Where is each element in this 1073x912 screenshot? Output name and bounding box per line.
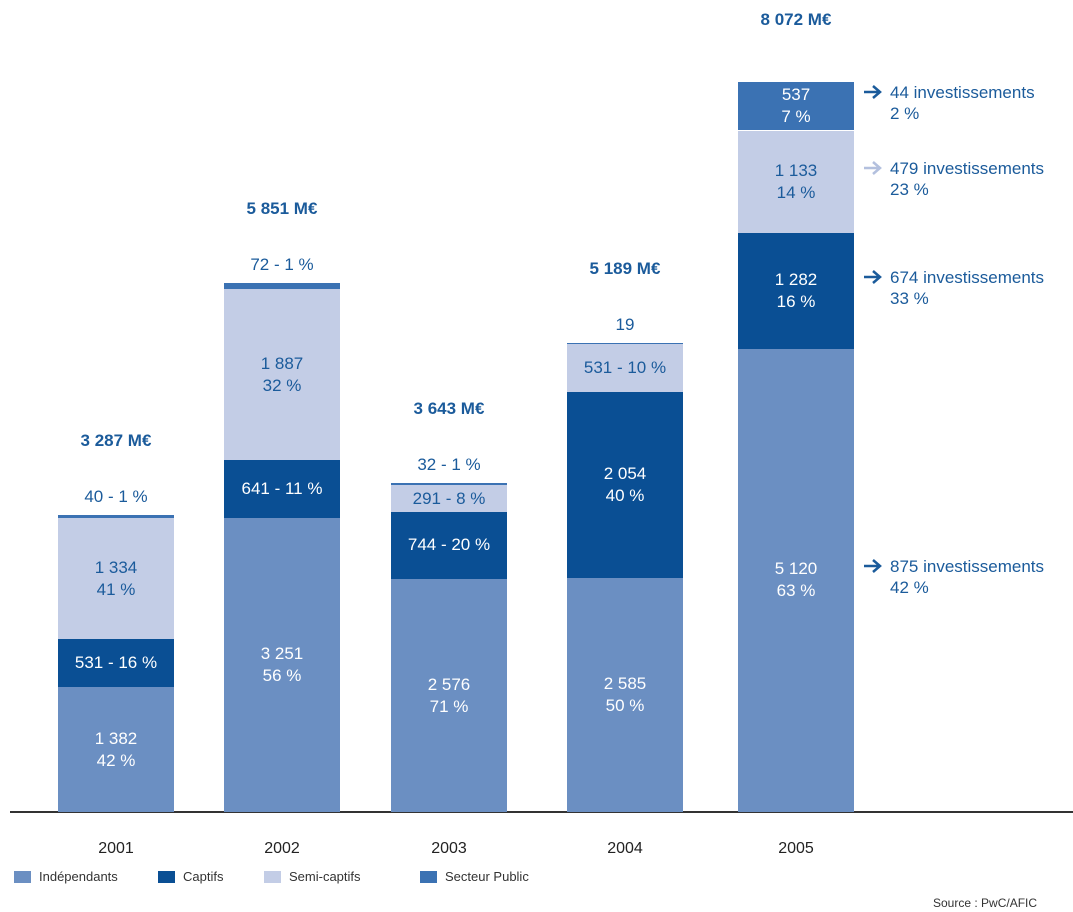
legend-label: Captifs xyxy=(183,869,224,884)
bar-segment xyxy=(391,579,507,812)
bar-segment xyxy=(391,482,507,486)
bar-segment xyxy=(738,130,854,233)
annotation: 674 investissements 33 % xyxy=(890,267,1045,308)
x-tick-label: 2005 xyxy=(778,840,814,857)
bar-segment xyxy=(567,344,683,393)
value-label: 1 282 16 % xyxy=(774,269,818,311)
annotation: 479 investissements 23 % xyxy=(890,158,1045,199)
bar-segment xyxy=(567,342,683,345)
bar-segment xyxy=(567,392,683,579)
value-label: 2 576 71 % xyxy=(427,674,471,716)
source: Source : PwC/AFIC xyxy=(933,896,1038,910)
bar-segment xyxy=(58,638,174,687)
value-label: 2 585 50 % xyxy=(603,674,647,716)
value-label: 291 - 8 % xyxy=(412,488,486,508)
legend-swatch xyxy=(264,871,281,883)
legend-label: Secteur Public xyxy=(445,869,529,884)
legend-label: Semi-captifs xyxy=(289,869,361,884)
legend-swatch xyxy=(158,871,175,883)
x-tick-label: 2001 xyxy=(98,840,134,857)
bar-segment xyxy=(58,518,174,639)
value-label: 72 - 1 % xyxy=(250,254,314,274)
value-label: 537 7 % xyxy=(781,85,811,127)
legend-swatch xyxy=(420,871,437,883)
annotation-arrow xyxy=(862,269,884,285)
total-label: 3 643 M€ xyxy=(413,398,485,418)
bar-segment xyxy=(567,578,683,812)
arrow-icon xyxy=(864,269,882,284)
bar-segment xyxy=(58,514,174,519)
bar-segment xyxy=(738,232,854,349)
value-label: 32 - 1 % xyxy=(417,454,481,474)
value-label: 3 251 56 % xyxy=(260,643,304,685)
value-label: 531 - 16 % xyxy=(74,652,158,672)
value-label: 641 - 11 % xyxy=(241,478,323,498)
legend-swatch xyxy=(14,871,31,883)
annotation: 875 investissements 42 % xyxy=(890,557,1045,598)
bar-segment xyxy=(58,687,174,812)
arrow-icon xyxy=(864,160,882,175)
annotation-arrow xyxy=(862,160,884,176)
bar-segment xyxy=(224,289,340,460)
baseline xyxy=(10,811,1073,813)
value-label: 531 - 10 % xyxy=(583,358,667,378)
annotation-arrow xyxy=(862,558,884,574)
bar-segment xyxy=(391,511,507,579)
bar-segment xyxy=(224,459,340,518)
legend-label: Indépendants xyxy=(39,869,118,884)
total-label: 8 072 M€ xyxy=(760,9,832,29)
value-label: 1 334 41 % xyxy=(94,557,138,599)
bar-segment xyxy=(224,282,340,290)
value-label: 744 - 20 % xyxy=(407,535,491,555)
bar-segment xyxy=(738,348,854,812)
value-label: 1 887 32 % xyxy=(260,353,304,395)
value-label: 2 054 40 % xyxy=(603,464,647,506)
arrow-icon xyxy=(864,559,882,574)
bar-segment xyxy=(224,517,340,812)
value-label: 5 120 63 % xyxy=(774,559,818,601)
total-label: 3 287 M€ xyxy=(80,430,152,450)
arrow-icon xyxy=(864,85,882,100)
annotation: 44 investissements 2 % xyxy=(890,83,1035,124)
value-label: 1 382 42 % xyxy=(94,728,138,770)
x-tick-label: 2002 xyxy=(264,840,300,857)
value-label: 40 - 1 % xyxy=(84,486,148,506)
x-tick-label: 2004 xyxy=(607,840,643,857)
value-label: 19 xyxy=(615,314,635,334)
bar-segment xyxy=(738,81,854,131)
value-label: 1 133 14 % xyxy=(774,160,818,202)
annotation-arrow xyxy=(862,84,884,100)
total-label: 5 189 M€ xyxy=(589,258,661,278)
x-tick-label: 2003 xyxy=(431,840,467,857)
bar-segment xyxy=(391,485,507,512)
total-label: 5 851 M€ xyxy=(246,198,318,218)
